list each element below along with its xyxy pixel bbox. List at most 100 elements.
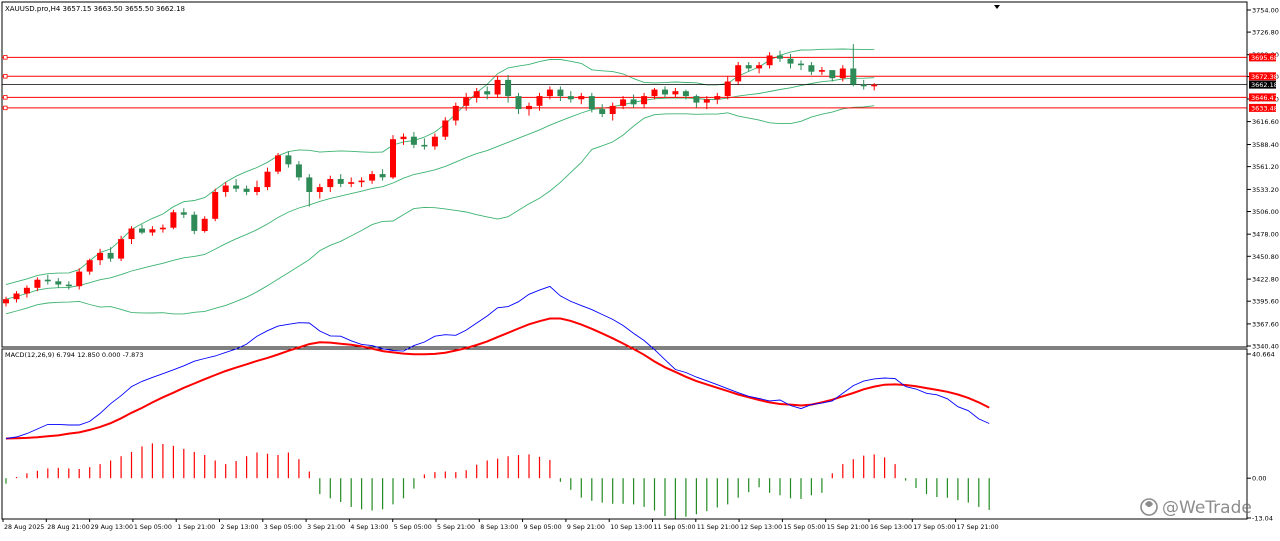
time-tick-label: 9 Sep 21:00: [567, 524, 605, 531]
candle-body: [630, 99, 637, 105]
candle-body: [358, 180, 365, 183]
candle: [630, 94, 637, 108]
candle-body: [526, 105, 532, 110]
macd-tick-label: 40.664: [1252, 351, 1275, 359]
candle: [13, 291, 20, 303]
time-tick-label: 8 Sep 13:00: [480, 524, 518, 531]
candle: [170, 209, 177, 230]
candle-body: [159, 227, 166, 230]
price-level-tag: [1249, 72, 1276, 81]
candle: [703, 96, 710, 110]
price-level-tag-label: 3633.48: [1251, 104, 1278, 112]
candle-body: [536, 96, 543, 106]
candle: [756, 62, 763, 74]
candle: [327, 175, 334, 192]
price-level-tag: [1249, 93, 1276, 102]
price-tick-label: 3754.00: [1252, 7, 1279, 15]
candle-body: [97, 252, 104, 261]
time-tick-label: 29 Aug 13:00: [91, 524, 133, 531]
bollinger-lower-line: [5, 105, 875, 315]
price-level-lines[interactable]: [2, 55, 1247, 111]
candle-body: [766, 55, 773, 66]
candle-body: [787, 58, 794, 64]
candle: [421, 138, 428, 150]
candle: [766, 52, 773, 69]
price-level-tag-label: 3695.68: [1251, 54, 1278, 62]
candle-body: [693, 96, 700, 103]
macd-main-line: [5, 285, 990, 439]
price-tick-label: 3561.20: [1252, 163, 1279, 171]
candle: [473, 88, 480, 103]
candle: [139, 224, 145, 235]
wetrade-watermark: @WeTrade: [1140, 498, 1252, 518]
time-tick-label: 1 Sep 21:00: [177, 524, 215, 531]
macd-indicator: [5, 285, 990, 519]
time-tick-label: 3 Sep 21:00: [307, 524, 345, 531]
candle: [44, 274, 51, 285]
candle-body: [546, 89, 553, 97]
candle-body: [400, 136, 407, 140]
candle: [745, 62, 752, 72]
candle-body: [515, 96, 522, 110]
chart-shift-marker-icon[interactable]: [994, 5, 1000, 9]
price-axis: 3754.003726.803699.003672.003644.403616.…: [1247, 7, 1279, 351]
candle-body: [724, 81, 731, 97]
price-level-tag-label: 3672.38: [1251, 73, 1278, 81]
candle-body: [139, 228, 145, 233]
candle: [264, 167, 271, 191]
macd-pane[interactable]: [1, 348, 1248, 520]
candle: [306, 174, 313, 207]
price-tick-label: 3367.60: [1252, 320, 1279, 328]
candle: [107, 247, 114, 262]
candle: [505, 75, 512, 103]
candle: [295, 161, 302, 181]
candle-body: [756, 65, 763, 69]
time-tick-label: 12 Sep 13:00: [740, 524, 782, 531]
time-tick-label: 5 Sep 21:00: [437, 524, 475, 531]
candle: [86, 258, 93, 275]
price-level-tag-label: 3662.18: [1251, 81, 1278, 89]
time-tick-label: 1 Sep 05:00: [134, 524, 172, 531]
price-tick-label: 3588.40: [1252, 141, 1279, 149]
candle-body: [128, 228, 135, 240]
time-tick-label: 3 Sep 05:00: [264, 524, 302, 531]
price-pane[interactable]: [1, 1, 1248, 348]
candle: [201, 216, 208, 233]
candle: [546, 86, 553, 100]
candle: [285, 151, 292, 168]
candle-body: [421, 144, 428, 147]
candle: [735, 62, 742, 85]
candle-body: [818, 70, 825, 72]
candle: [818, 66, 825, 75]
candle-body: [620, 99, 627, 106]
candle-body: [777, 55, 783, 59]
candle: [254, 180, 260, 196]
time-tick-label: 16 Sep 13:00: [870, 524, 912, 531]
candle: [567, 91, 574, 103]
candle: [515, 92, 522, 114]
time-tick-label: 17 Sep 21:00: [957, 524, 999, 531]
candle: [662, 86, 668, 98]
candle-body: [588, 96, 595, 110]
time-axis: 28 Aug 2025 28 Aug 21:00 29 Aug 13:00 1 Sep…: [2, 519, 999, 531]
candle-body: [714, 96, 721, 100]
wetrade-logo-icon: [1140, 498, 1158, 516]
candle: [787, 53, 794, 69]
candle: [212, 188, 219, 222]
candle: [871, 83, 878, 91]
candle-body: [609, 105, 616, 114]
candle-body: [829, 70, 836, 79]
candle-body: [212, 192, 219, 219]
candle-body: [672, 91, 679, 95]
candle-body: [473, 91, 480, 98]
candle: [536, 92, 543, 111]
candle-body: [264, 171, 271, 188]
candle-body: [222, 185, 229, 192]
candle: [118, 235, 125, 261]
candle: [65, 281, 72, 290]
candles: [3, 44, 878, 307]
price-tick-label: 3450.80: [1252, 253, 1279, 261]
candle-body: [3, 299, 9, 304]
